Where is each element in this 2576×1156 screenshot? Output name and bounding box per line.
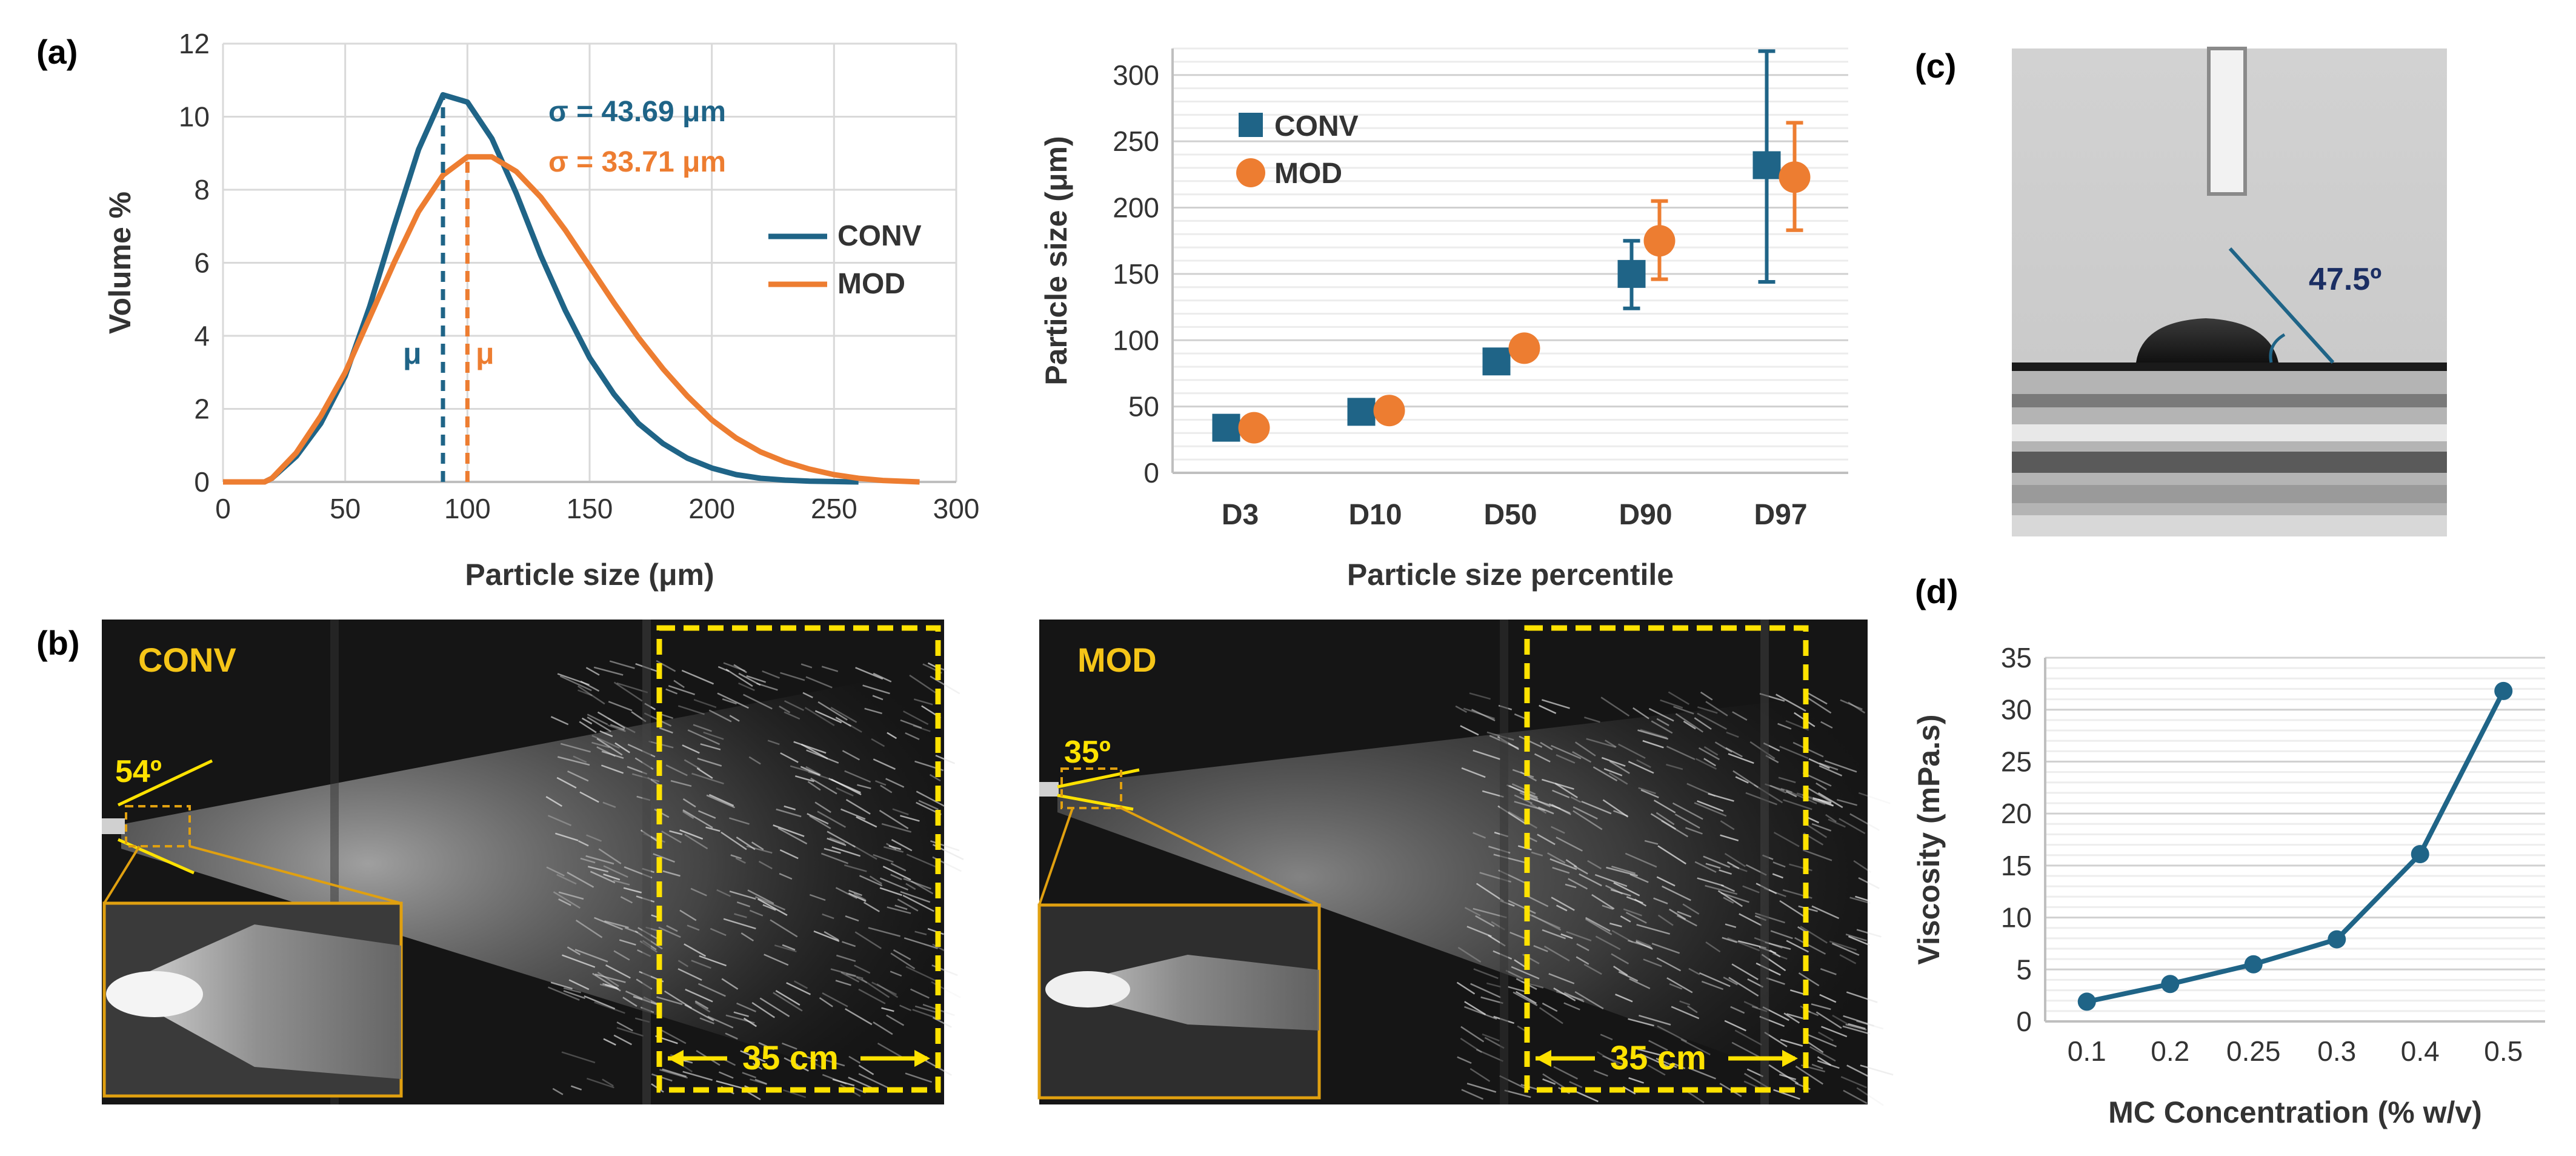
panel-label-b: (b) (36, 624, 80, 662)
spray-image-conv: CONV 54º 35 cm (102, 620, 964, 1104)
viscosity-point (2411, 845, 2429, 863)
y-tick-label: 30 (2001, 694, 2032, 726)
spray-scale-mod: 35 cm (1610, 1038, 1706, 1077)
point-mod (1373, 395, 1405, 427)
point-conv (1752, 151, 1781, 179)
panel-label-c: (c) (1915, 47, 1956, 85)
y-tick-label: 10 (179, 101, 210, 133)
point-mod (1643, 225, 1676, 257)
x-tick-label: 300 (933, 493, 980, 524)
y-tick-label: 4 (194, 320, 210, 352)
legend-marker-conv (1239, 113, 1263, 137)
contact-angle-photo: 47.5º (2012, 47, 2447, 536)
point-conv (1482, 347, 1511, 376)
x-tick-label: D90 (1619, 499, 1672, 531)
legend-label-pct-mod: MOD (1274, 158, 1342, 190)
x-axis-title: MC Concentration (% w/v) (2108, 1095, 2482, 1129)
x-tick-label: 0.3 (2317, 1035, 2356, 1067)
spray-label-conv: CONV (138, 641, 236, 679)
x-axis-title: Particle size percentile (1347, 558, 1674, 592)
viscosity-point (2328, 930, 2346, 949)
point-mod (1508, 332, 1540, 364)
y-tick-label: 0 (2016, 1006, 2032, 1037)
point-conv (1617, 259, 1646, 288)
x-tick-label: D3 (1222, 499, 1259, 531)
y-tick-label: 100 (1113, 324, 1159, 356)
x-tick-label: D10 (1348, 499, 1402, 531)
point-conv (1347, 398, 1376, 426)
legend-label-conv: CONV (837, 220, 922, 252)
legend-marker-mod (1236, 158, 1265, 187)
spray-angle-mod: 35º (1064, 735, 1111, 770)
sigma-annotation-mod: σ = 33.71 μm (548, 146, 726, 178)
x-tick-label: D97 (1754, 499, 1807, 531)
mean-label-mod: μ (476, 336, 494, 370)
x-axis-title: Particle size (μm) (465, 558, 714, 592)
x-tick-label: 0.4 (2401, 1035, 2440, 1067)
x-tick-label: 0.1 (2068, 1035, 2106, 1067)
sigma-annotation-conv: σ = 43.69 μm (548, 96, 726, 128)
legend-label-mod: MOD (837, 268, 905, 300)
y-tick-label: 0 (1143, 457, 1159, 489)
legend-label-pct-conv: CONV (1274, 110, 1359, 142)
x-tick-label: 250 (811, 493, 857, 524)
y-axis-title: Particle size (μm) (1039, 136, 1073, 385)
y-tick-label: 5 (2016, 954, 2032, 985)
y-tick-label: 6 (194, 247, 210, 279)
x-tick-label: 0.2 (2151, 1035, 2189, 1067)
y-tick-label: 2 (194, 393, 210, 425)
y-axis-title: Viscosity (mPa.s) (1912, 714, 1946, 964)
x-tick-label: 0.25 (2226, 1035, 2281, 1067)
y-tick-label: 8 (194, 174, 210, 205)
viscosity-point (2077, 992, 2096, 1011)
mean-label-conv: μ (403, 336, 422, 370)
psd-chart: 0 50 100 150 200 250 300 0 2 4 6 8 10 12 Particle size… (103, 28, 979, 592)
y-tick-label: 35 (2001, 642, 2032, 673)
series-line-conv (223, 92, 859, 485)
y-tick-label: 150 (1113, 258, 1159, 290)
y-tick-label: 25 (2001, 746, 2032, 777)
viscosity-point (2494, 681, 2513, 700)
x-tick-label: 50 (330, 493, 361, 524)
y-tick-label: 12 (179, 28, 210, 59)
x-tick-label: 100 (444, 493, 491, 524)
y-tick-label: 200 (1113, 192, 1159, 224)
y-tick-label: 300 (1113, 59, 1159, 91)
contact-angle-label: 47.5º (2309, 262, 2381, 297)
spray-image-mod: MOD 35º 35 cm (1037, 620, 1894, 1106)
viscosity-line (2086, 690, 2506, 1004)
y-axis-title: Volume % (103, 192, 137, 334)
panel-label-a: (a) (36, 33, 78, 71)
x-tick-label: 150 (567, 493, 613, 524)
y-tick-label: 250 (1113, 125, 1159, 157)
x-tick-label: D50 (1483, 499, 1537, 531)
spray-angle-conv: 54º (115, 754, 162, 789)
spray-label-mod: MOD (1077, 641, 1157, 679)
x-tick-label: 0 (215, 493, 231, 524)
y-tick-label: 50 (1128, 391, 1159, 423)
spray-scale-conv: 35 cm (742, 1038, 839, 1077)
viscosity-chart: 0 5 10 15 20 25 30 35 0.1 0.2 0.25 0.3 0.4 0.5MC Conc… (1912, 642, 2545, 1129)
viscosity-point (2244, 955, 2263, 974)
point-mod (1238, 412, 1270, 444)
percentile-chart: 0 50 100 150 200 250 300 D3 D10 D50 D90 D97 Particle… (1039, 47, 1848, 592)
x-tick-label: 0.5 (2484, 1035, 2523, 1067)
y-tick-label: 15 (2001, 850, 2032, 881)
x-tick-label: 200 (688, 493, 735, 524)
point-conv (1212, 413, 1240, 442)
y-tick-label: 20 (2001, 798, 2032, 829)
series-line-mod (223, 154, 920, 485)
point-mod (1779, 161, 1811, 193)
y-tick-label: 0 (194, 466, 210, 498)
y-tick-label: 10 (2001, 902, 2032, 934)
panel-label-d: (d) (1915, 572, 1959, 610)
viscosity-point (2161, 975, 2180, 994)
